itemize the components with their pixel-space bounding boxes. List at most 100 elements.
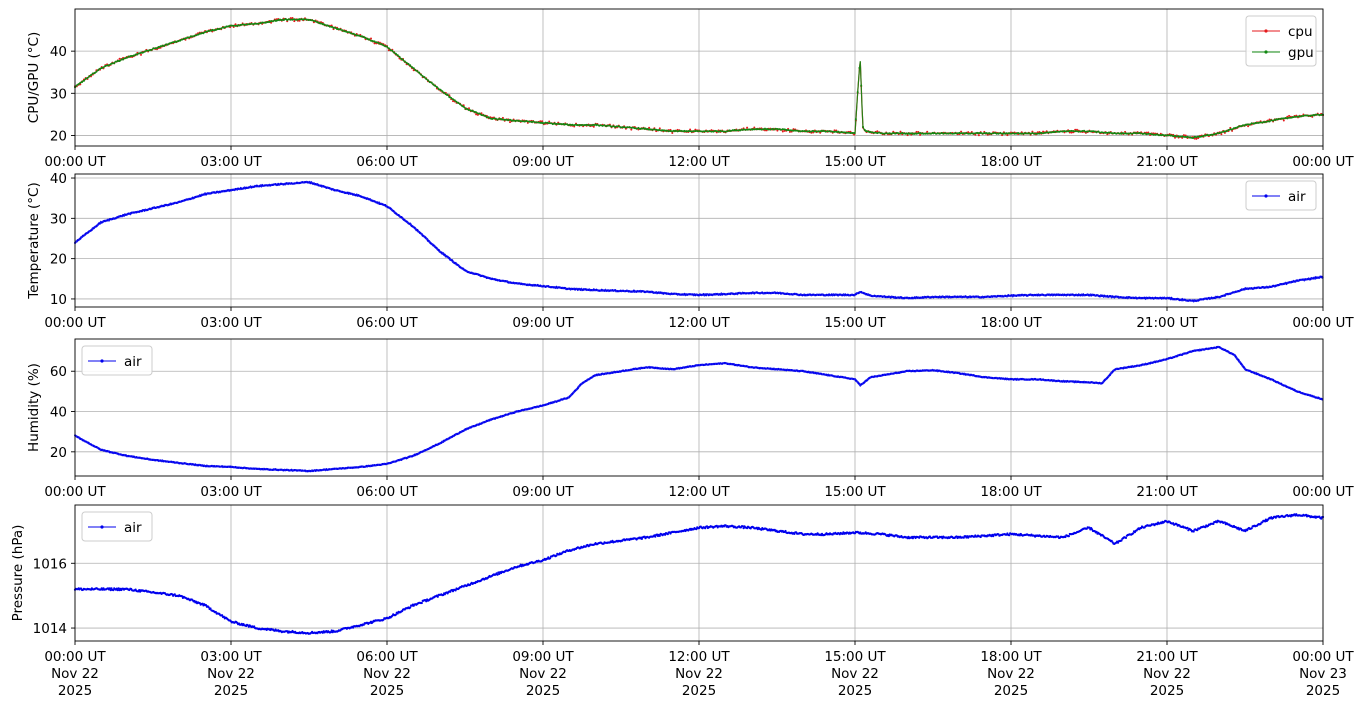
data-point	[234, 466, 237, 469]
data-point	[1018, 378, 1020, 381]
data-point	[480, 422, 483, 425]
data-point	[296, 18, 299, 21]
data-point	[544, 121, 547, 124]
data-point	[184, 38, 187, 41]
data-point	[603, 289, 606, 292]
data-point	[84, 232, 87, 235]
data-point	[589, 124, 592, 127]
data-point	[782, 368, 785, 371]
data-point	[697, 364, 700, 367]
data-point	[560, 398, 563, 401]
data-point	[1220, 133, 1223, 136]
data-point	[1143, 363, 1146, 366]
data-point	[1111, 370, 1114, 373]
data-point	[120, 58, 123, 61]
data-point	[1186, 299, 1189, 302]
data-point	[346, 466, 349, 469]
data-point	[437, 88, 440, 91]
data-point	[671, 132, 674, 134]
data-point	[402, 218, 405, 221]
data-point	[1261, 375, 1264, 378]
data-point	[330, 188, 333, 191]
data-point	[1141, 297, 1143, 300]
data-point	[507, 119, 510, 122]
data-point	[100, 221, 103, 224]
data-point	[1015, 378, 1018, 381]
data-point	[534, 121, 536, 124]
data-point	[106, 64, 109, 67]
data-point	[766, 291, 769, 294]
data-point	[143, 50, 146, 53]
data-point	[658, 534, 661, 538]
data-point	[1189, 299, 1192, 302]
data-point	[1288, 281, 1291, 284]
data-point	[488, 419, 491, 422]
data-point	[1196, 529, 1199, 532]
data-point	[633, 127, 636, 130]
data-point	[1237, 526, 1240, 530]
data-point	[1092, 293, 1095, 296]
data-point	[1045, 131, 1048, 134]
data-point	[1060, 294, 1063, 296]
data-point	[1063, 293, 1066, 296]
data-point	[1183, 298, 1186, 301]
data-point	[1218, 346, 1221, 349]
data-point	[442, 593, 445, 597]
data-point	[296, 469, 298, 472]
data-point	[592, 375, 595, 377]
data-point	[1266, 377, 1269, 380]
data-point	[1277, 381, 1280, 384]
data-point	[865, 293, 868, 296]
data-point	[1266, 120, 1269, 123]
data-point	[466, 108, 469, 111]
data-point	[1002, 132, 1005, 135]
data-point	[849, 132, 852, 134]
data-point	[238, 24, 240, 27]
data-point	[1186, 351, 1189, 354]
data-point	[1149, 132, 1152, 135]
data-point	[221, 190, 224, 193]
data-point	[881, 374, 884, 376]
data-point	[683, 293, 686, 296]
data-point	[1047, 379, 1050, 381]
data-point	[384, 45, 387, 48]
data-point	[1240, 289, 1242, 292]
data-point	[760, 128, 763, 131]
data-point	[940, 132, 943, 134]
data-point	[408, 455, 411, 458]
data-point	[974, 133, 977, 136]
data-point	[857, 382, 860, 385]
data-point	[485, 276, 488, 279]
data-point	[90, 229, 92, 232]
data-point	[201, 602, 204, 605]
data-point	[630, 126, 633, 129]
data-point	[563, 397, 566, 400]
data-point	[346, 31, 349, 34]
data-point	[111, 451, 114, 454]
data-point	[181, 462, 183, 465]
data-point	[649, 366, 651, 369]
series-air-3	[74, 345, 1324, 473]
data-point	[999, 295, 1002, 297]
data-point	[746, 126, 749, 129]
data-point	[635, 290, 638, 293]
data-point	[459, 266, 462, 269]
x-tick-label: 00:00 UT	[1292, 154, 1354, 170]
data-point	[536, 405, 539, 408]
data-point	[445, 438, 448, 441]
data-point	[737, 292, 740, 295]
data-point	[937, 296, 940, 299]
data-point	[606, 289, 609, 292]
data-point	[455, 100, 458, 103]
data-point	[756, 128, 759, 131]
data-point	[1083, 129, 1086, 132]
data-point	[742, 128, 745, 131]
data-point	[1286, 117, 1289, 120]
data-point	[903, 370, 905, 373]
data-point	[646, 366, 649, 369]
data-point	[501, 116, 504, 119]
data-point	[988, 376, 991, 379]
data-point	[1141, 133, 1144, 135]
data-point	[769, 367, 772, 370]
data-point	[1058, 379, 1061, 382]
